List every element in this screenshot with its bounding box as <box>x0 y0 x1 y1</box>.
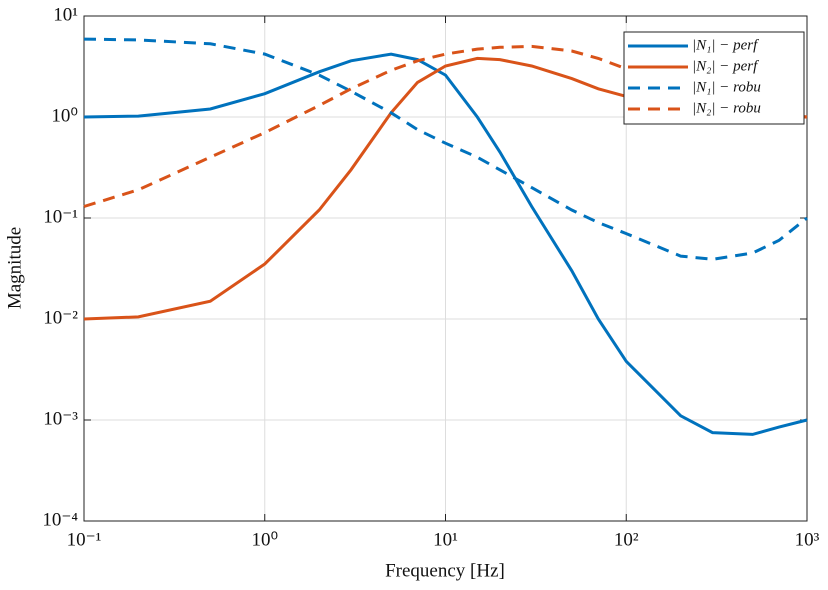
y-tick-label: 10⁻³ <box>43 408 78 429</box>
x-tick-label: 10² <box>614 529 639 550</box>
legend-label: |N₂| − robu <box>692 100 761 116</box>
legend-label: |N₂| − perf <box>692 58 759 74</box>
legend: |N₁| − perf |N₂| − perf |N₁| − robu |N₂| − … <box>623 31 805 125</box>
y-tick-label: 10⁻⁴ <box>42 509 78 530</box>
series-line <box>83 52 808 436</box>
y-tick-label: 10⁰ <box>51 105 78 126</box>
y-axis-label: Magnitude <box>4 227 25 309</box>
legend-label: |N₁| − perf <box>692 37 759 53</box>
x-axis-label: Frequency [Hz] <box>385 560 505 581</box>
y-tick-label: 10⁻² <box>43 307 78 328</box>
y-tick-label: 10⁻¹ <box>43 206 78 227</box>
x-tick-label: 10³ <box>795 529 820 550</box>
y-tick-label: 10¹ <box>53 4 78 25</box>
plot-frame <box>83 15 808 522</box>
series-line <box>83 37 808 261</box>
x-tick-label: 10⁰ <box>251 529 278 550</box>
legend-label: |N₁| − robu <box>692 79 761 95</box>
x-tick-label: 10⁻¹ <box>67 529 102 550</box>
x-tick-label: 10¹ <box>433 529 458 550</box>
